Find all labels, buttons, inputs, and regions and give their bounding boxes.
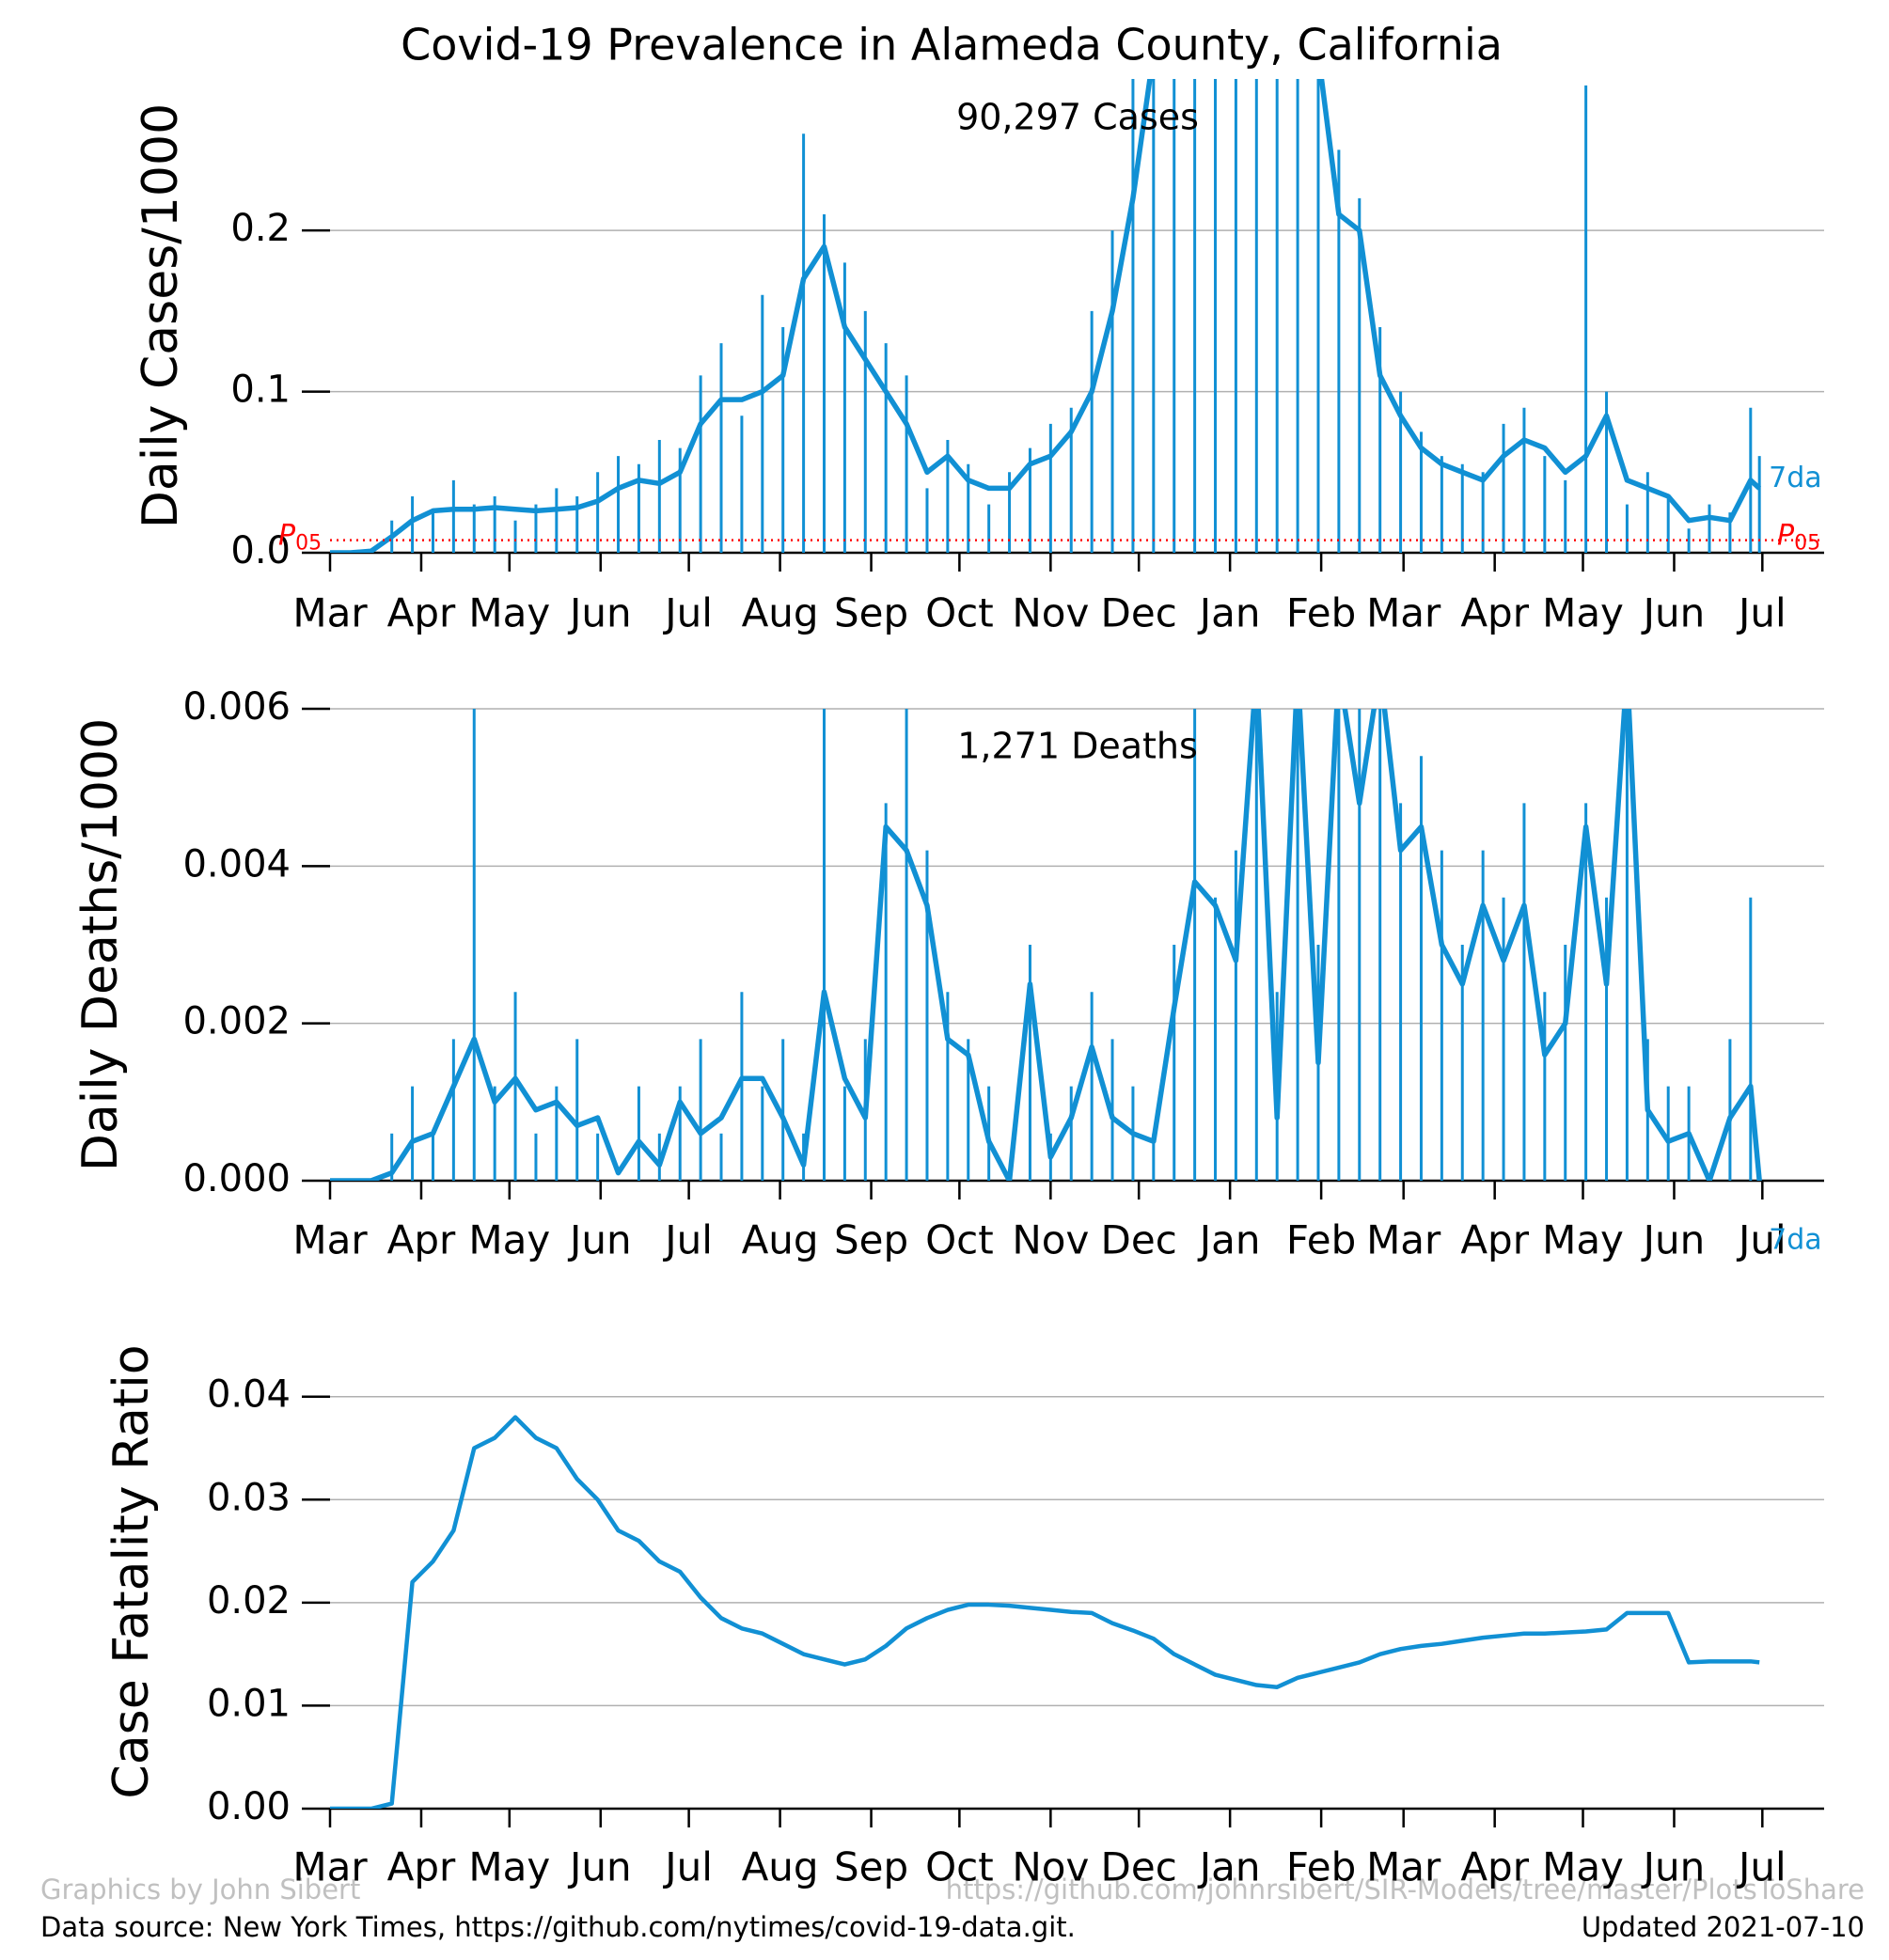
x-tick-label: Jul — [1736, 1217, 1787, 1263]
credit: Graphics by John Sibert — [40, 1874, 360, 1905]
figure-title: Covid-19 Prevalence in Alameda County, C… — [401, 20, 1503, 71]
data-source: Data source: New York Times, https://git… — [40, 1911, 1076, 1943]
x-tick-label: Jun — [1641, 1844, 1706, 1890]
x-tick-label: Mar — [1366, 590, 1441, 636]
x-tick-label: Apr — [387, 1217, 456, 1263]
updated: Updated 2021-07-10 — [1582, 1911, 1865, 1943]
x-tick-label: Jul — [1736, 1844, 1787, 1890]
panel: 0.0 0.1 0.2 Mar Apr May Jun Jul Aug Sep Oct Nov Dec J… — [133, 79, 1824, 636]
plot-area — [330, 1415, 1760, 1809]
reference-label-main: P — [278, 519, 296, 552]
x-tick-label: Dec — [1101, 1217, 1177, 1263]
reference-label-main: P — [1777, 519, 1795, 552]
reference-label: P05 — [278, 519, 322, 556]
x-tick-label: Jul — [1736, 590, 1787, 636]
x-tick-label: Sep — [834, 1844, 908, 1890]
reference-label-sub: 05 — [295, 532, 322, 556]
x-tick-label: Jan — [1197, 1844, 1261, 1890]
x-tick-label: Dec — [1101, 590, 1177, 636]
x-tick-label: Nov — [1012, 1217, 1089, 1263]
x-tick-label: Aug — [742, 590, 819, 636]
x-tick-label: Feb — [1286, 1217, 1356, 1263]
x-tick-label: May — [468, 590, 550, 636]
y-tick-label: 0.004 — [182, 842, 291, 886]
x-tick-label: Jan — [1197, 590, 1261, 636]
x-tick-label: Jul — [662, 590, 713, 636]
x-tick-label: May — [1542, 1844, 1624, 1890]
x-tick-label: Jan — [1197, 1217, 1261, 1263]
x-tick-label: Mar — [1366, 1844, 1441, 1890]
line — [330, 709, 1762, 1181]
x-tick-label: May — [468, 1844, 550, 1890]
x-tick-label: Jul — [662, 1217, 713, 1263]
y-tick-label: 0.006 — [182, 685, 291, 729]
x-tick-label: Oct — [925, 1217, 994, 1263]
x-tick-label: Apr — [1460, 1217, 1529, 1263]
x-tick-label: Jun — [1641, 1217, 1706, 1263]
x-tick-label: Apr — [387, 1844, 456, 1890]
x-tick-label: Apr — [387, 590, 456, 636]
reference-label-sub: 05 — [1794, 532, 1820, 556]
y-tick-label: 0.04 — [207, 1373, 291, 1417]
x-tick-label: Sep — [834, 590, 908, 636]
x-tick-label: Feb — [1286, 590, 1356, 636]
y-tick-label: 0.1 — [230, 368, 291, 412]
y-tick-label: 0.000 — [182, 1157, 291, 1200]
x-tick-label: Jun — [567, 1844, 632, 1890]
x-tick-label: Jul — [662, 1844, 713, 1890]
x-tick-label: Aug — [742, 1844, 819, 1890]
y-axis-label: Daily Cases/1000 — [133, 103, 189, 528]
x-tick-label: Nov — [1012, 1844, 1089, 1890]
x-tick-label: Mar — [1366, 1217, 1441, 1263]
y-axis-label: Case Fatality Ratio — [103, 1344, 160, 1798]
x-tick-label: Mar — [292, 590, 368, 636]
annotation: 1,271 Deaths — [957, 726, 1198, 767]
x-tick-label: Aug — [742, 1217, 819, 1263]
repo-link: https://github.com/johnrsibert/SIR-Model… — [946, 1874, 1865, 1905]
x-tick-label: Oct — [925, 590, 994, 636]
x-tick-label: Mar — [292, 1217, 368, 1263]
line — [330, 79, 1762, 553]
plot-area — [330, 709, 1762, 1181]
panel: 0.000 0.002 0.004 0.006 Mar Apr May Jun Jul Aug Se… — [72, 685, 1824, 1263]
x-tick-label: Mar — [292, 1844, 368, 1890]
y-tick-label: 0.03 — [207, 1476, 291, 1519]
x-tick-label: Jun — [567, 590, 632, 636]
y-tick-label: 0.002 — [182, 1000, 291, 1043]
y-tick-label: 0.2 — [230, 207, 291, 250]
x-tick-label: May — [1542, 1217, 1624, 1263]
x-tick-label: Jun — [1641, 590, 1706, 636]
x-tick-label: Apr — [1460, 1844, 1529, 1890]
x-tick-label: Dec — [1101, 1844, 1177, 1890]
y-tick-label: 0.02 — [207, 1579, 291, 1623]
y-axis-label: Daily Deaths/1000 — [72, 718, 129, 1171]
x-tick-label: Jun — [567, 1217, 632, 1263]
y-tick-label: 0.0 — [230, 529, 291, 572]
x-tick-label: Feb — [1286, 1844, 1356, 1890]
series-label: 7da — [1769, 462, 1822, 494]
x-tick-label: Nov — [1012, 590, 1089, 636]
line — [330, 1415, 1760, 1809]
x-tick-label: May — [1542, 590, 1624, 636]
x-tick-label: May — [468, 1217, 550, 1263]
annotation: 90,297 Cases — [956, 97, 1199, 138]
plot-area — [330, 79, 1762, 553]
series-label: 7da — [1769, 1224, 1822, 1257]
x-tick-label: Oct — [925, 1844, 994, 1890]
panel: 0.00 0.01 0.02 0.03 0.04 Mar Apr May Jun Jul Aug Se… — [103, 1344, 1824, 1890]
x-tick-label: Sep — [834, 1217, 908, 1263]
y-tick-label: 0.01 — [207, 1682, 291, 1725]
reference-label: P05 — [1777, 519, 1820, 556]
y-tick-label: 0.00 — [207, 1785, 291, 1828]
x-tick-label: Apr — [1460, 590, 1529, 636]
